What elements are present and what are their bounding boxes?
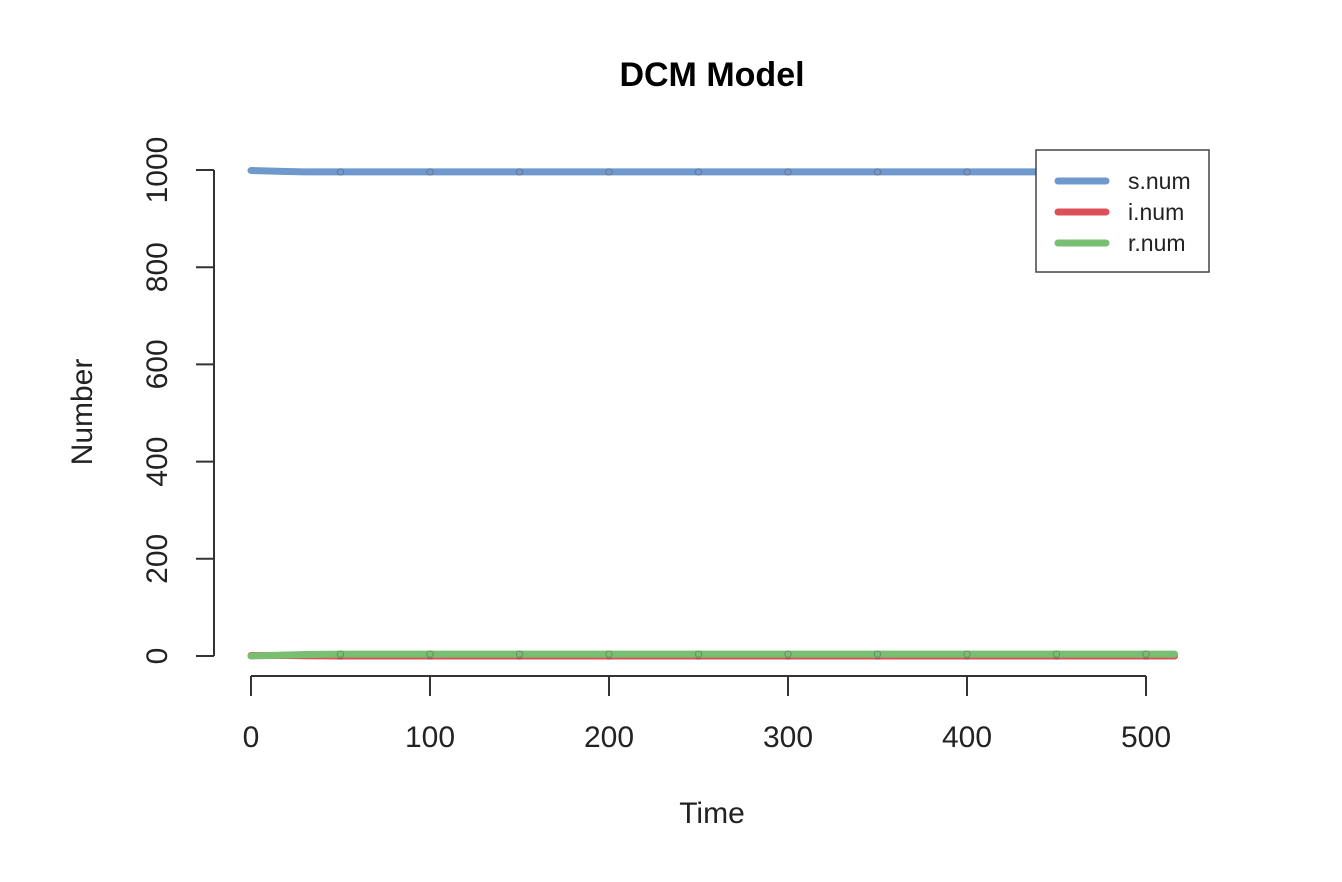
x-tick-label: 0 (243, 721, 260, 754)
series-point (426, 168, 434, 176)
series-point (873, 650, 882, 658)
x-tick-label: 400 (942, 721, 992, 754)
series-point (605, 650, 613, 658)
legend-label: s.num (1128, 168, 1191, 194)
y-tick-label: 800 (141, 242, 174, 292)
x-tick-label: 300 (763, 721, 813, 754)
y-tick-label: 0 (141, 648, 174, 665)
legend-label: i.num (1128, 199, 1184, 225)
x-tick-label: 100 (405, 721, 455, 754)
series-point (694, 650, 703, 658)
y-tick-label: 200 (141, 534, 174, 584)
series-point (605, 168, 613, 176)
series-point (784, 650, 792, 658)
series-point (515, 168, 524, 176)
x-axis-label: Time (679, 797, 745, 830)
series-point (336, 168, 345, 176)
y-tick-label: 400 (141, 437, 174, 487)
y-axis-label: Number (66, 359, 99, 466)
legend-label: r.num (1128, 230, 1186, 256)
series-point (963, 650, 971, 658)
y-tick-label: 1000 (141, 137, 174, 204)
y-tick-label: 600 (141, 339, 174, 389)
series-point (336, 650, 345, 658)
series-point (873, 168, 882, 176)
series-point (784, 168, 792, 176)
series-point (963, 168, 971, 176)
series-point (694, 168, 703, 176)
x-tick-label: 500 (1121, 721, 1171, 754)
series-point (515, 650, 524, 658)
axes: 0 200 400 600 800 1000 0 100 200 300 400 500 (141, 137, 1171, 754)
series-point (1142, 650, 1150, 658)
series-point (1052, 650, 1061, 658)
chart-title: DCM Model (619, 56, 804, 94)
series-layer (247, 167, 1179, 660)
legend: s.num i.num r.num (1035, 149, 1210, 273)
series-point (426, 650, 434, 658)
series-line-r-num (247, 650, 1179, 660)
x-tick-label: 200 (584, 721, 634, 754)
